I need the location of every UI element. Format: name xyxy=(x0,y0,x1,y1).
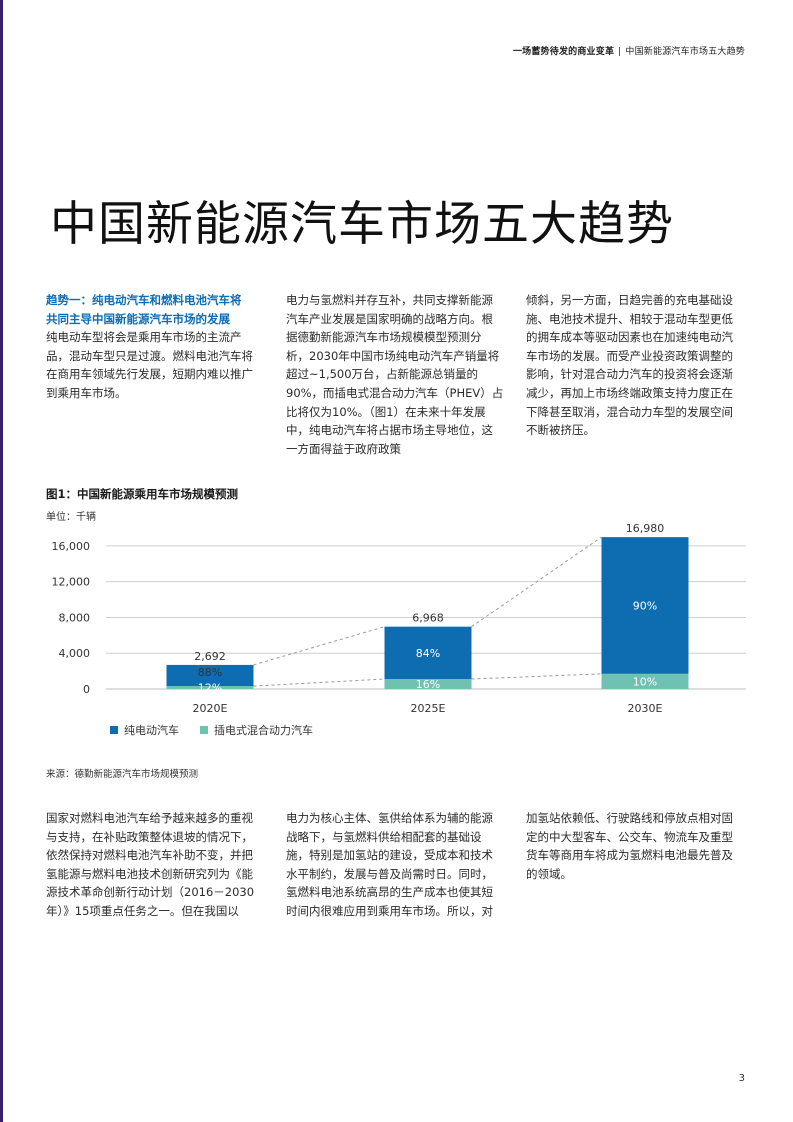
bar-phev xyxy=(384,679,472,689)
bev-share-label: 90% xyxy=(633,599,657,612)
bar-bev xyxy=(166,664,254,687)
phev-share-label: 12% xyxy=(198,682,222,695)
bar-phev xyxy=(166,686,254,689)
phev-trend-line xyxy=(471,673,602,680)
bev-share-label: 88% xyxy=(198,666,222,679)
page-edge-bar xyxy=(0,0,3,1122)
header-report-title: 一场蓄势待发的商业变革 xyxy=(512,47,615,57)
total-label: 16,980 xyxy=(626,522,665,535)
x-tick-label: 2030E xyxy=(628,702,663,715)
y-tick-label: 16,000 xyxy=(52,540,91,553)
figure-title: 图1：中国新能源乘用车市场规模预测 xyxy=(46,487,238,501)
legend-label-phev: 插电式混合动力汽车 xyxy=(214,723,313,737)
figure-unit: 单位：千辆 xyxy=(46,512,96,523)
bottom-paragraph-2: 电力为核心主体、氢供给体系为辅的能源战略下，与氢燃料供给相配套的基础设施，特别是… xyxy=(286,811,493,918)
y-tick-label: 0 xyxy=(83,683,90,696)
phev-trend-line xyxy=(253,678,385,687)
bottom-column-1: 国家对燃料电池汽车给予越来越多的重视与支持，在补贴政策整体退坡的情况下，依然保持… xyxy=(46,809,264,921)
y-tick-label: 12,000 xyxy=(52,576,91,589)
phev-share-label: 16% xyxy=(416,678,440,691)
x-tick-label: 2025E xyxy=(411,702,446,715)
legend-swatch-phev xyxy=(200,726,208,734)
trend-column-1: 趋势一：纯电动汽车和燃料电池汽车将 共同主导中国新能源汽车市场的发展 纯电动车型… xyxy=(46,291,264,403)
total-label: 2,692 xyxy=(194,650,226,663)
phev-share-label: 10% xyxy=(633,675,657,688)
x-tick-label: 2020E xyxy=(193,702,228,715)
bar-phev xyxy=(601,673,689,689)
bottom-paragraph-1: 国家对燃料电池汽车给予越来越多的重视与支持，在补贴政策整体退坡的情况下，依然保持… xyxy=(46,811,255,918)
trend-paragraph-2: 电力与氢燃料并存互补，共同支撑新能源汽车产业发展是国家明确的战略方向。根据德勤新… xyxy=(286,293,504,456)
running-header: 一场蓄势待发的商业变革 | 中国新能源汽车市场五大趋势 xyxy=(513,44,745,57)
bev-share-label: 84% xyxy=(416,647,440,660)
legend-swatch-bev xyxy=(110,726,118,734)
trend-column-3: 倾斜，另一方面，日趋完善的充电基础设施、电池技术提升、相较于混动车型更低的拥车成… xyxy=(526,291,744,440)
trend-column-2: 电力与氢燃料并存互补，共同支撑新能源汽车产业发展是国家明确的战略方向。根据德勤新… xyxy=(286,291,504,458)
page-number: 3 xyxy=(738,1073,745,1084)
header-section-title: 中国新能源汽车市场五大趋势 xyxy=(625,47,745,57)
bar-bev xyxy=(384,626,472,680)
bar-bev xyxy=(601,537,689,674)
trend-paragraph-1: 纯电动车型将会是乘用车市场的主流产品，混动车型只是过渡。燃料电池汽车将在商用车领… xyxy=(46,330,253,400)
bottom-paragraph-3: 加氢站依赖低、行驶路线和停放点相对固定的中大型客车、公交车、物流车及重型货车等商… xyxy=(526,811,733,881)
trend-paragraph-3: 倾斜，另一方面，日趋完善的充电基础设施、电池技术提升、相较于混动车型更低的拥车成… xyxy=(526,293,733,438)
total-trend-line xyxy=(471,536,602,628)
trend-heading: 趋势一：纯电动汽车和燃料电池汽车将 共同主导中国新能源汽车市场的发展 xyxy=(46,291,264,328)
y-tick-label: 8,000 xyxy=(59,611,91,624)
bottom-column-2: 电力为核心主体、氢供给体系为辅的能源战略下，与氢燃料供给相配套的基础设施，特别是… xyxy=(286,809,504,921)
legend-label-bev: 纯电动汽车 xyxy=(124,723,179,737)
total-trend-line xyxy=(253,626,385,666)
trend-heading-line-2: 共同主导中国新能源汽车市场的发展 xyxy=(46,311,230,326)
page-title: 中国新能源汽车市场五大趋势 xyxy=(50,197,674,253)
header-separator: | xyxy=(618,47,622,57)
y-tick-label: 4,000 xyxy=(59,647,91,660)
bottom-column-3: 加氢站依赖低、行驶路线和停放点相对固定的中大型客车、公交车、物流车及重型货车等商… xyxy=(526,809,744,883)
figure-source: 来源：德勤新能源汽车市场规模预测 xyxy=(46,769,199,780)
trend-heading-line-1: 趋势一：纯电动汽车和燃料电池汽车将 xyxy=(46,293,242,307)
total-label: 6,968 xyxy=(412,612,444,625)
market-size-chart: 0 4,000 8,000 12,000 16,000 2,692 88% 12% 2020E 6… xyxy=(52,522,746,737)
